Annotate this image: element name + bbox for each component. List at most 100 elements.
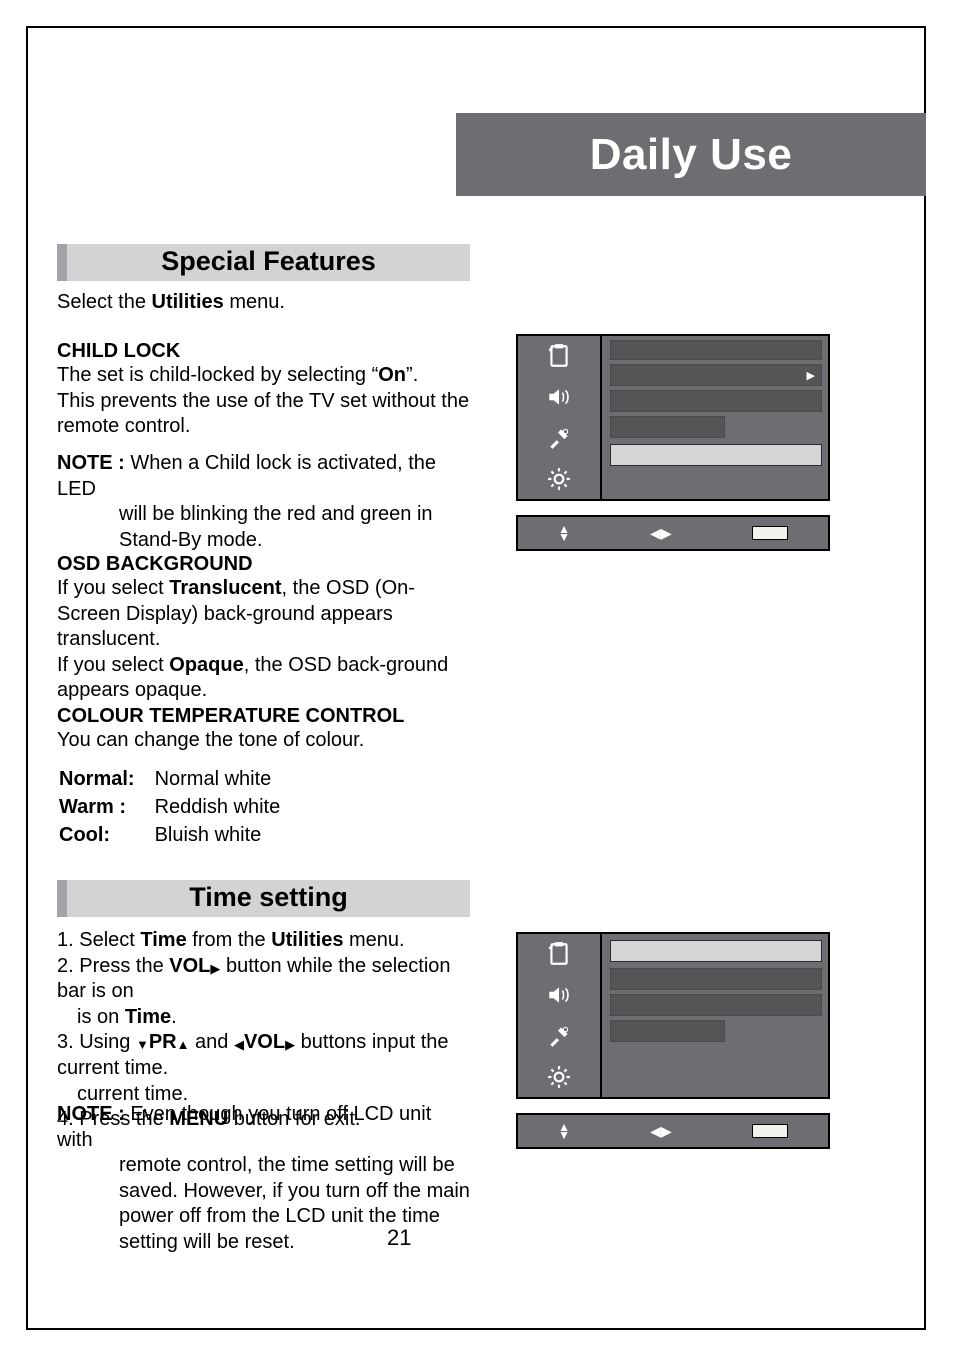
time-note-l2: remote control, the time setting will be	[119, 1153, 470, 1179]
osd-row-item[interactable]	[610, 390, 822, 412]
osd-row-selected[interactable]	[610, 444, 822, 466]
osd-tab-clipboard[interactable]	[518, 336, 600, 377]
txt-bold: On	[378, 364, 406, 386]
clipboard-icon	[544, 941, 574, 967]
section-heading-time: Time setting	[57, 880, 470, 917]
section-heading-special-text: Special Features	[77, 246, 460, 277]
tools-icon	[544, 425, 574, 451]
page-number: 21	[387, 1225, 411, 1251]
txt: 3. Using	[57, 1031, 136, 1053]
osd-row-item-half[interactable]	[610, 416, 725, 438]
osd-panel-time	[516, 932, 830, 1099]
osd-tab-setup[interactable]	[518, 458, 600, 499]
time-step1: 1. Select Time from the Utilities menu.	[57, 928, 470, 954]
table-row: Cool:Bluish white	[59, 822, 280, 848]
time-note-l3: saved. However, if you turn off the main	[119, 1179, 470, 1205]
osd-row-item[interactable]	[610, 968, 822, 990]
txt: 1. Select	[57, 929, 140, 951]
speaker-icon	[544, 384, 574, 410]
triangle-right-icon: ▶	[285, 1037, 295, 1054]
menu-rect-icon	[752, 1124, 788, 1138]
time-note-l5: setting will be reset.	[119, 1230, 470, 1256]
osd-footer: ▲▼ ◀▶	[516, 515, 830, 551]
osd-panel-utilities: ▶	[516, 334, 830, 501]
osd-row-item-half[interactable]	[610, 1020, 725, 1042]
colour-temp-intro: You can change the tone of colour.	[57, 728, 470, 754]
osd-tab-clipboard[interactable]	[518, 934, 600, 975]
table-row: Normal:Normal white	[59, 766, 280, 792]
osd-tab-sound[interactable]	[518, 975, 600, 1016]
osd-title-row	[610, 340, 822, 360]
txt: ”.	[406, 364, 418, 386]
txt-bold: PR	[149, 1031, 177, 1053]
updown-icon: ▲▼	[558, 525, 570, 541]
txt-bold: Time	[140, 929, 186, 951]
osd-tab-tools[interactable]	[518, 1016, 600, 1057]
time-note: NOTE : Even though you turn off LCD unit…	[57, 1102, 470, 1153]
txt-bold: VOL	[169, 955, 210, 977]
osd-bg-head: OSD BACKGROUND	[57, 553, 470, 576]
triangle-left-icon: ◀	[234, 1037, 244, 1054]
txt: Select the	[57, 291, 152, 313]
triangle-right-icon: ▶	[210, 961, 220, 978]
osd-tab-tools[interactable]	[518, 418, 600, 459]
txt: and	[189, 1031, 233, 1053]
ct-key: Warm :	[59, 794, 153, 820]
osd-tab-sound[interactable]	[518, 377, 600, 418]
txt: If you select	[57, 577, 169, 599]
colour-temp-table: Normal:Normal white Warm :Reddish white …	[57, 764, 282, 850]
section-heading-time-text: Time setting	[77, 882, 460, 913]
time-step3: 3. Using ▼PR ▲ and ◀VOL ▶ buttons input …	[57, 1030, 470, 1081]
note-l2: will be blinking the red and green in	[119, 502, 470, 528]
triangle-up-icon: ▲	[177, 1037, 190, 1054]
time-note-l4: power off from the LCD unit the time	[119, 1204, 470, 1230]
txt-bold: Time	[125, 1006, 171, 1028]
special-intro: Select the Utilities menu.	[57, 290, 470, 316]
child-lock-line2: This prevents the use of the TV set with…	[57, 389, 470, 440]
colour-temp-head: COLOUR TEMPERATURE CONTROL	[57, 705, 470, 728]
txt-bold: Utilities	[271, 929, 343, 951]
ct-val: Bluish white	[155, 822, 281, 848]
osd-sidebar	[518, 934, 602, 1097]
txt-bold: Utilities	[152, 291, 224, 313]
txt: If you select	[57, 654, 169, 676]
txt-bold: Opaque	[169, 654, 243, 676]
osd-sidebar	[518, 336, 602, 499]
osd-row-item[interactable]	[610, 994, 822, 1016]
osd-tab-setup[interactable]	[518, 1056, 600, 1097]
leftright-icon: ◀▶	[650, 1123, 672, 1140]
section-heading-special: Special Features	[57, 244, 470, 281]
page-title: Daily Use	[590, 130, 793, 180]
txt: is on	[77, 1006, 125, 1028]
osd-bg-l1: If you select Translucent, the OSD (On-S…	[57, 576, 470, 653]
speaker-icon	[544, 982, 574, 1008]
updown-icon: ▲▼	[558, 1123, 570, 1139]
leftright-icon: ◀▶	[650, 525, 672, 542]
time-step2: 2. Press the VOL ▶ button while the sele…	[57, 954, 470, 1005]
gear-icon	[544, 1064, 574, 1090]
clipboard-icon	[544, 343, 574, 369]
osd-main: ▶	[604, 336, 828, 499]
osd-main	[604, 934, 828, 1097]
table-row: Warm :Reddish white	[59, 794, 280, 820]
page-header-banner: Daily Use	[456, 113, 926, 196]
ct-val: Normal white	[155, 766, 281, 792]
osd-row-selected[interactable]	[610, 940, 822, 962]
txt: .	[171, 1006, 177, 1028]
gear-icon	[544, 466, 574, 492]
txt: The set is child-locked by selecting “	[57, 364, 378, 386]
triangle-down-icon: ▼	[136, 1037, 149, 1054]
txt: menu.	[224, 291, 285, 313]
tools-icon	[544, 1023, 574, 1049]
child-lock-note: NOTE : When a Child lock is activated, t…	[57, 451, 470, 502]
note-label: NOTE :	[57, 452, 125, 474]
txt-bold: Translucent	[169, 577, 281, 599]
ct-key: Cool:	[59, 822, 153, 848]
osd-row-item[interactable]: ▶	[610, 364, 822, 386]
txt: from the	[187, 929, 271, 951]
osd-footer: ▲▼ ◀▶	[516, 1113, 830, 1149]
child-lock-head: CHILD LOCK	[57, 340, 470, 363]
txt-bold: VOL	[244, 1031, 285, 1053]
note-label: NOTE :	[57, 1103, 125, 1125]
txt: 2. Press the	[57, 955, 169, 977]
